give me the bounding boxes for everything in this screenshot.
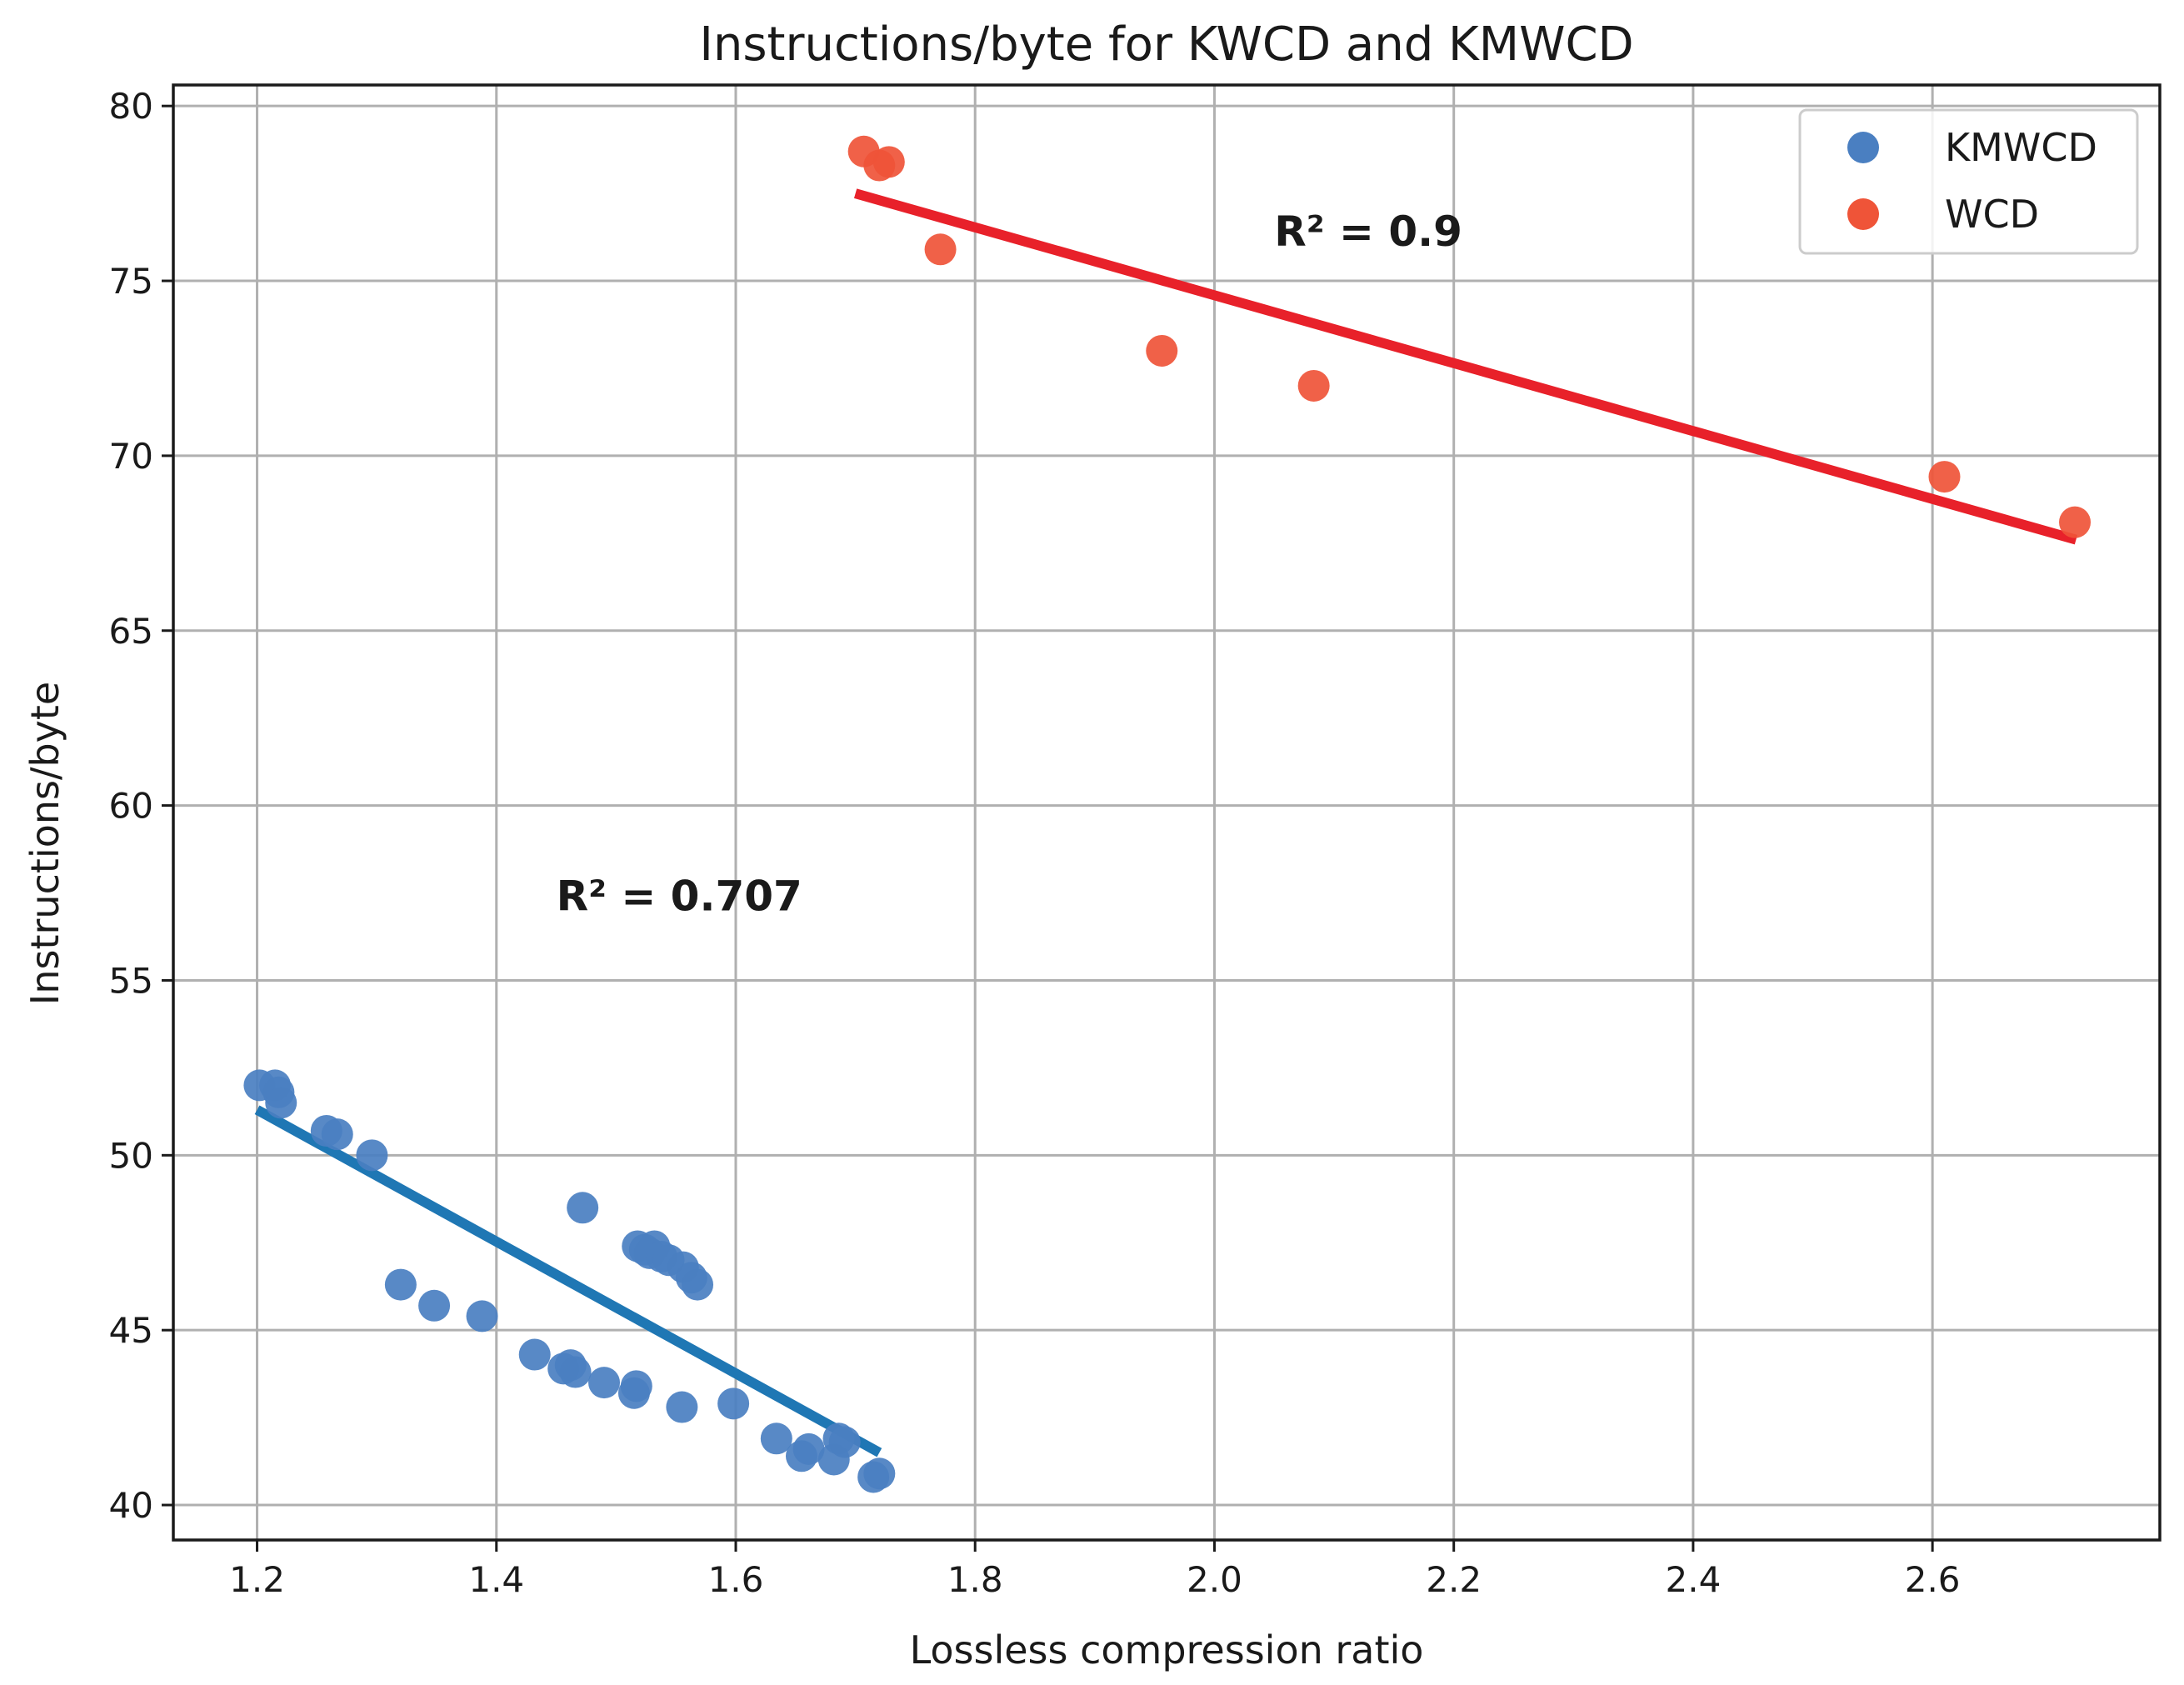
- r2-annotation-kmwcd: R² = 0.707: [557, 872, 802, 921]
- data-point-kmwcd: [321, 1118, 353, 1151]
- data-point-kmwcd: [760, 1422, 792, 1455]
- data-point-kmwcd: [588, 1367, 621, 1399]
- legend-marker-wcd: [1847, 198, 1879, 230]
- data-point-kmwcd: [518, 1338, 551, 1371]
- y-tick-label: 80: [109, 86, 153, 127]
- legend-label-kmwcd: KMWCD: [1945, 125, 2097, 170]
- x-tick-label: 1.8: [947, 1559, 1003, 1600]
- x-tick-label: 2.0: [1187, 1559, 1242, 1600]
- trend-lines: [254, 188, 2078, 1458]
- data-point-wcd: [1297, 369, 1330, 402]
- grid: [173, 85, 2160, 1540]
- data-point-kmwcd: [356, 1139, 388, 1172]
- x-tick-label: 2.2: [1426, 1559, 1482, 1600]
- data-point-kmwcd: [559, 1356, 592, 1388]
- x-tick-label: 1.6: [708, 1559, 764, 1600]
- data-point-wcd: [2059, 506, 2092, 538]
- chart-title: Instructions/byte for KWCD and KMWCD: [699, 18, 1633, 72]
- x-tick-label: 1.2: [229, 1559, 285, 1600]
- trend-line-kmwcd: [254, 1105, 882, 1458]
- data-point-kmwcd: [717, 1388, 750, 1420]
- data-point-wcd: [924, 233, 957, 266]
- data-point-kmwcd: [792, 1432, 825, 1465]
- y-tick-label: 55: [109, 960, 153, 1001]
- axis-ticks: 1.2 1.4 1.6 1.8 2.0 2.2 2.4 2.6 40 45 50 55 60 65 70 75…: [109, 86, 1961, 1600]
- plot-frame: [172, 83, 2162, 1542]
- data-point-kmwcd: [418, 1289, 451, 1322]
- y-tick-label: 50: [109, 1135, 153, 1176]
- x-tick-label: 2.6: [1905, 1559, 1961, 1600]
- data-point-kmwcd: [666, 1391, 698, 1423]
- y-tick-label: 60: [109, 786, 153, 827]
- data-points: [243, 135, 2092, 1493]
- legend: KMWCD WCD: [1798, 108, 2139, 255]
- y-axis-label: Instructions/byte: [22, 682, 67, 1005]
- legend-box: [1798, 108, 2139, 255]
- legend-label-wcd: WCD: [1945, 192, 2039, 237]
- y-tick-label: 70: [109, 436, 153, 477]
- data-point-kmwcd: [863, 1458, 896, 1490]
- y-tick-label: 40: [109, 1485, 153, 1526]
- trend-line-wcd: [853, 188, 2078, 545]
- data-point-kmwcd: [384, 1268, 417, 1301]
- y-tick-label: 75: [109, 261, 153, 302]
- x-tick-label: 2.4: [1666, 1559, 1722, 1600]
- annotations: R² = 0.707 R² = 0.9: [557, 208, 1462, 920]
- data-point-kmwcd: [265, 1087, 297, 1119]
- data-point-kmwcd: [466, 1300, 498, 1332]
- x-tick-label: 1.4: [468, 1559, 524, 1600]
- y-tick-label: 45: [109, 1310, 153, 1351]
- data-point-kmwcd: [567, 1192, 599, 1224]
- data-point-kmwcd: [682, 1268, 714, 1301]
- data-point-wcd: [872, 146, 905, 178]
- y-tick-label: 65: [109, 611, 153, 652]
- data-point-wcd: [1928, 461, 1961, 493]
- x-axis-label: Lossless compression ratio: [910, 1628, 1424, 1672]
- data-point-kmwcd: [620, 1370, 652, 1402]
- data-point-kmwcd: [828, 1426, 861, 1458]
- legend-marker-kmwcd: [1847, 132, 1879, 163]
- r2-annotation-wcd: R² = 0.9: [1274, 208, 1462, 256]
- data-point-wcd: [1146, 334, 1178, 367]
